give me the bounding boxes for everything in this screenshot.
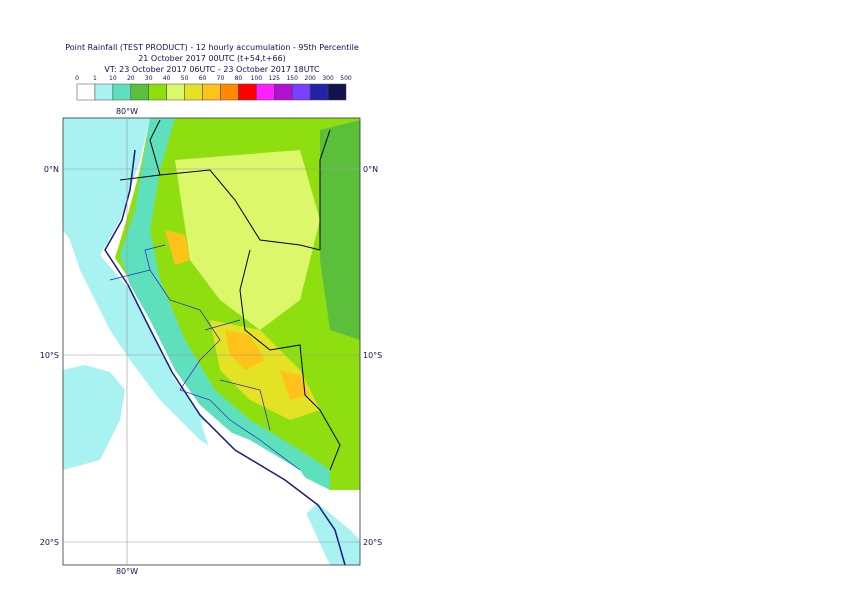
legend-label: 500	[340, 75, 352, 82]
legend-swatch	[256, 83, 275, 101]
legend-label: 50	[181, 75, 189, 82]
valid-time: VT: 23 October 2017 06UTC - 23 October 2…	[104, 65, 320, 74]
title: Point Rainfall (TEST PRODUCT) - 12 hourl…	[65, 43, 359, 52]
legend-swatch	[130, 83, 149, 101]
lat-label: 20°S	[363, 538, 382, 547]
lat-label: 10°S	[40, 351, 59, 360]
land-rain	[165, 230, 190, 265]
legend-swatch	[202, 83, 221, 101]
legend-swatch	[112, 83, 132, 101]
legend-swatch	[148, 83, 167, 101]
legend-swatch	[76, 83, 96, 101]
legend-label: 300	[322, 75, 334, 82]
frame	[62, 117, 361, 566]
land-rain	[175, 150, 320, 330]
land-rain	[320, 120, 360, 340]
legend-swatch	[184, 83, 203, 101]
lat-label: 0°N	[363, 165, 378, 174]
legend-label: 125	[269, 75, 281, 82]
graticule	[63, 118, 360, 565]
coastline	[104, 149, 346, 565]
border	[119, 119, 341, 471]
legend-swatch	[220, 83, 239, 101]
legend-swatch	[238, 83, 257, 101]
map	[63, 118, 360, 565]
base-time: 21 October 2017 00UTC (t+54,t+66)	[138, 54, 286, 63]
legend-label: 70	[217, 75, 225, 82]
legend-swatch	[94, 83, 114, 101]
legend-label: 40	[163, 75, 171, 82]
legend-label: 30	[145, 75, 153, 82]
legend-swatch	[309, 83, 329, 101]
legend-swatch	[291, 83, 311, 101]
legend-label: 0	[75, 75, 79, 82]
legend-label: 150	[286, 75, 298, 82]
region-border	[109, 244, 301, 471]
land-rain	[225, 330, 265, 370]
lon-label: 80°W	[116, 567, 138, 576]
legend-label: 80	[235, 75, 243, 82]
legend-label: 10	[109, 75, 117, 82]
legend: 0 1 10 20 30 40 50 60 70 80 100 125 150 200 300 500	[75, 75, 352, 101]
land-rain	[280, 370, 310, 400]
legend-swatch	[166, 83, 185, 101]
legend-label: 100	[251, 75, 263, 82]
legend-label: 1	[93, 75, 97, 82]
legend-swatch	[327, 83, 347, 101]
ocean-rain	[63, 365, 125, 470]
land-rain	[120, 118, 330, 490]
legend-label: 200	[304, 75, 316, 82]
legend-label: 20	[127, 75, 135, 82]
lat-label: 0°N	[44, 165, 59, 174]
legend-label: 60	[199, 75, 207, 82]
lat-label: 20°S	[40, 538, 59, 547]
ocean-rain	[63, 118, 360, 565]
lat-label: 10°S	[363, 351, 382, 360]
lon-label: 80°W	[116, 107, 138, 116]
legend-swatch	[274, 83, 293, 101]
